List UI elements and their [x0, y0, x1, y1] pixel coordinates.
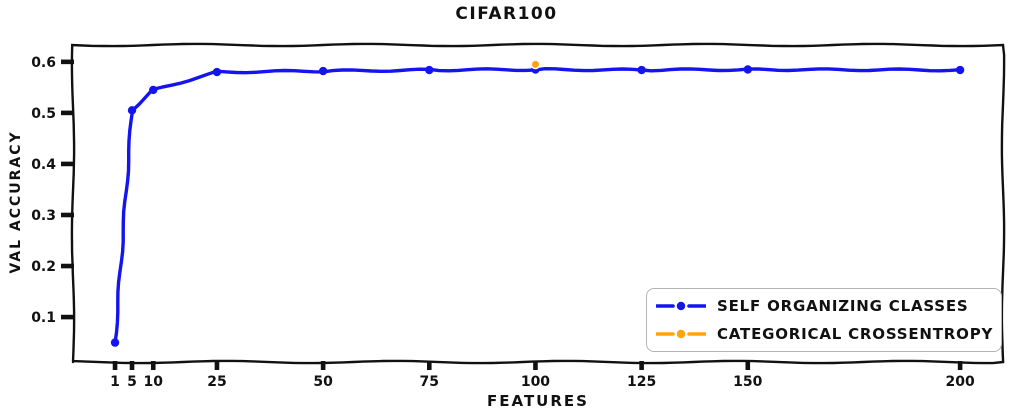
x-tick-label: 10 [144, 374, 164, 390]
data-point [530, 59, 541, 70]
legend-line-sample-orange [656, 330, 706, 339]
x-tick-label: 75 [420, 374, 439, 390]
data-point [743, 65, 752, 74]
x-tick-label: 5 [127, 374, 137, 390]
series-line-0 [113, 67, 962, 345]
data-point [955, 65, 965, 75]
y-axis-label-text: VAL ACCURACY [8, 130, 24, 274]
legend-label: CATEGORICAL CROSSENTROPY [717, 325, 994, 344]
x-tick-label: 1 [110, 374, 120, 390]
x-tick-label: 125 [627, 374, 656, 390]
legend-item-self-organizing-classes: SELF ORGANIZING CLASSES [656, 293, 992, 319]
x-tick-label: 50 [313, 374, 333, 390]
x-tick-label: 150 [733, 374, 762, 390]
x-tick-label: 100 [521, 374, 550, 390]
data-point [127, 106, 137, 115]
legend-label: SELF ORGANIZING CLASSES [717, 296, 969, 315]
x-tick-label: 25 [207, 374, 226, 390]
y-tick-label: 0.5 [31, 106, 56, 122]
legend-line-sample-blue [656, 301, 706, 310]
x-tick-label: 200 [945, 374, 974, 390]
y-tick-label: 0.3 [31, 208, 56, 224]
y-tick-label: 0.6 [31, 55, 56, 71]
plot-frame [70, 42, 1006, 365]
chart-title: CIFAR100 [455, 4, 558, 24]
data-point [318, 66, 328, 76]
y-tick-label: 0.1 [31, 310, 56, 326]
data-point [149, 85, 158, 95]
data-point [637, 65, 646, 75]
y-tick-label: 0.2 [31, 259, 56, 275]
legend-item-categorical-crossentropy: CATEGORICAL CROSSENTROPY [656, 322, 992, 348]
x-axis-label: FEATURES [487, 392, 589, 410]
data-point [212, 67, 222, 77]
data-point [425, 65, 434, 75]
legend: SELF ORGANIZING CLASSES CATEGORICAL CROS… [646, 288, 1002, 352]
data-point [110, 338, 120, 347]
y-tick-label: 0.4 [31, 157, 56, 173]
